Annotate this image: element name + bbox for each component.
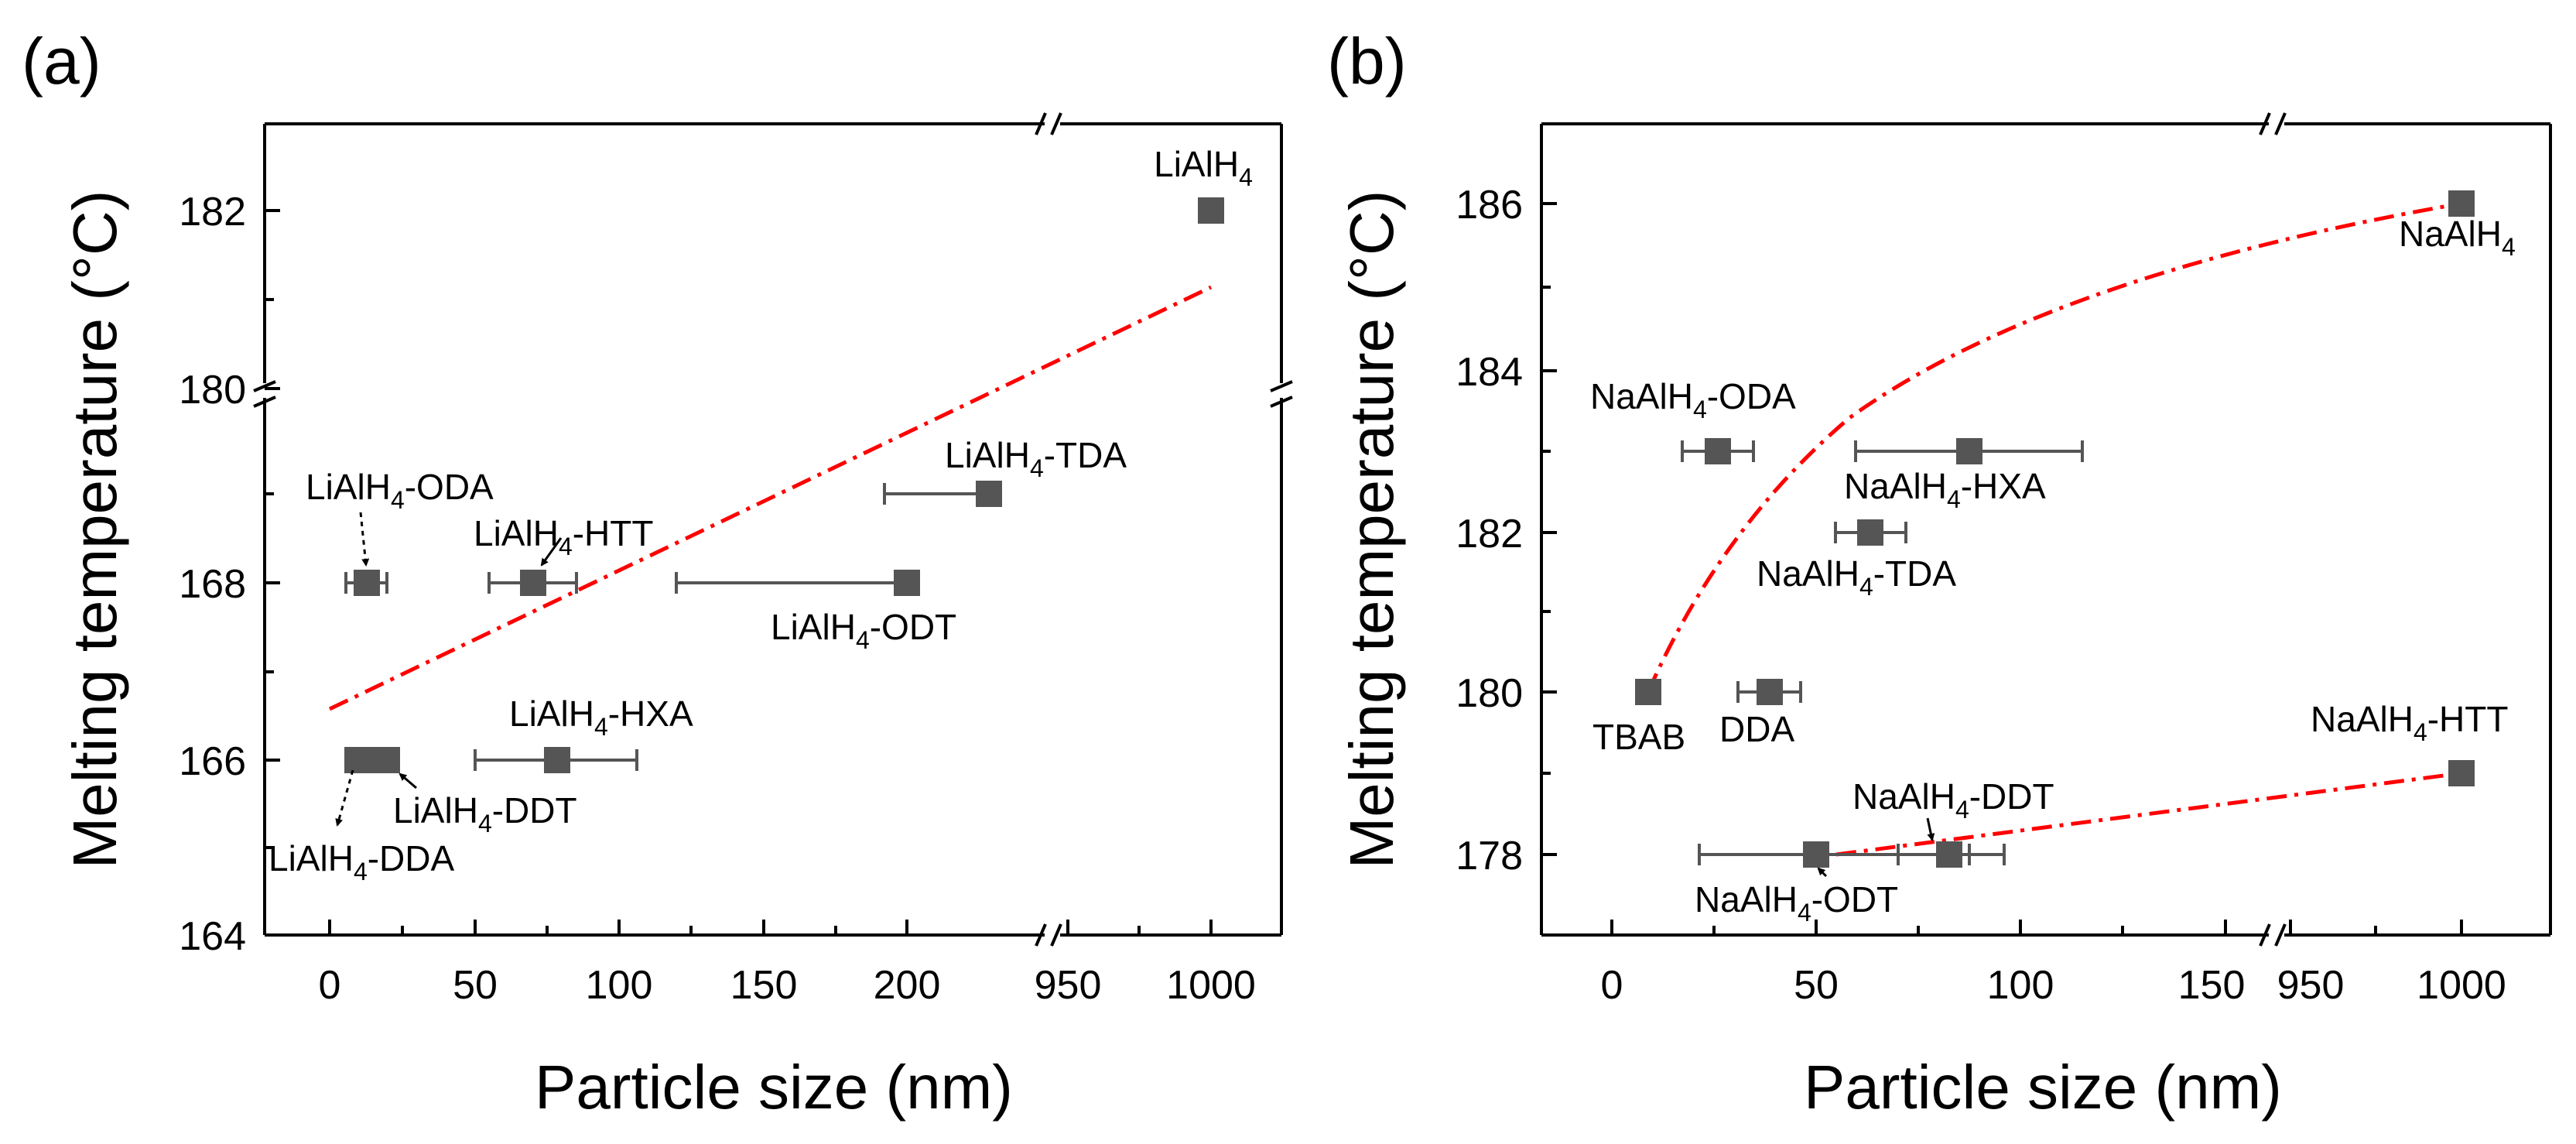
point-label-lialh4-tda: LiAlH4-TDA [945,435,1127,482]
point-label-lialh4-oda: LiAlH4-ODA [306,467,494,514]
ytick-label: 168 [179,562,246,607]
point-label-lialh4-dda: LiAlH4-DDA [269,838,454,885]
marker-lialh4-tda [976,481,1002,507]
point-label-dda: DDA [1719,709,1794,749]
panel-b-fit-curve-upper [1646,201,2462,694]
panel-a-point-labels: LiAlH4 LiAlH4-TDA LiAlH4-ODA LiAlH4-HTT … [269,144,1253,885]
marker-dda [1757,679,1783,705]
ytick-label: 180 [179,368,246,413]
marker-naalh4-htt [2448,760,2475,786]
xtick-label: 1000 [2417,963,2506,1008]
xtick-label: 0 [319,963,341,1008]
marker-naalh4-oda [1705,438,1731,464]
panel-b-fit-line-lower [1835,771,2462,857]
marker-naalh4-ddt [1936,841,1962,868]
point-label-naalh4-odt: NaAlH4-ODT [1695,879,1898,927]
panel-a-fit-line [328,285,1213,711]
panel-b-xaxis-title: Particle size (nm) [1804,1053,2282,1122]
point-label-naalh4-tda: NaAlH4-TDA [1757,553,1956,601]
marker-lialh4-odt [894,570,920,596]
marker-lialh4-htt [520,570,546,596]
marker-lialh4-ddt [374,747,400,773]
panel-b-letter: (b) [1327,25,1407,98]
xtick-label: 100 [586,963,653,1008]
arrow-ddt [1926,817,1935,841]
marker-naalh4-tda [1857,519,1883,546]
ytick-label: 164 [179,914,246,959]
panel-b-frame [1540,122,2552,937]
marker-lialh4-hxa [544,747,570,773]
errorbar-lialh4-odt [675,572,907,594]
marker-lialh4 [1198,197,1224,224]
xtick-label: 950 [1035,963,1102,1008]
xtick-label: 150 [730,963,798,1008]
xtick-label: 950 [2277,963,2345,1008]
point-label-lialh4-hxa: LiAlH4-HXA [509,694,693,741]
panel-b-axis-breaks [2259,112,2287,947]
ytick-label: 182 [1456,512,1523,557]
panel-b-ticks [1541,202,2463,935]
arrow-ddt [399,772,417,789]
point-label-naalh4-hxa: NaAlH4-HXA [1844,466,2046,513]
panel-b-yaxis-title: Melting temperature (°C) [1337,190,1406,869]
point-label-naalh4-oda: NaAlH4-ODA [1590,376,1796,423]
point-label-lialh4-ddt: LiAlH4-DDT [393,790,577,837]
marker-naalh4-hxa [1956,438,1982,464]
panel-a-xtick-labels: 0 50 100 150 200 950 1000 [319,963,1256,1008]
arrow-odt [1817,867,1828,878]
point-label-lialh4-odt: LiAlH4-ODT [771,607,956,654]
xtick-label: 150 [2178,963,2246,1008]
panel-a-frame [263,122,1283,937]
point-label-lialh4-htt: LiAlH4-HTT [474,513,653,560]
panel-a-ticks [265,209,1213,935]
xtick-label: 50 [1794,963,1839,1008]
marker-tbab [1635,679,1661,705]
ytick-label: 166 [179,739,246,784]
panel-a-yaxis-title: Melting temperature (°C) [60,190,129,869]
xtick-label: 200 [874,963,941,1008]
xtick-label: 0 [1601,963,1623,1008]
ytick-label: 178 [1456,834,1523,879]
xtick-label: 1000 [1166,963,1256,1008]
panel-a-xaxis-title: Particle size (nm) [535,1053,1013,1122]
ytick-label: 186 [1456,183,1523,228]
panel-a-axis-breaks [253,112,1293,947]
ytick-label: 180 [1456,671,1523,716]
panel-b-point-labels: NaAlH4 NaAlH4-ODA NaAlH4-HXA NaAlH4-TDA … [1590,214,2516,927]
point-label-naalh4-htt: NaAlH4-HTT [2311,699,2508,746]
point-label-naalh4: NaAlH4 [2399,214,2516,261]
panel-a-letter: (a) [22,25,101,98]
panel-b-xtick-labels: 0 50 100 150 950 1000 [1601,963,2506,1008]
panel-b: (b) [1327,25,2552,1122]
panel-a-ytick-labels: 182 180 168 166 164 [179,190,246,959]
panel-a: (a) [22,25,1293,1122]
panel-b-ytick-labels: 186 184 182 180 178 [1456,183,1523,879]
point-label-naalh4-ddt: NaAlH4-DDT [1852,776,2054,824]
marker-naalh4-odt [1803,841,1829,868]
marker-lialh4-oda [354,570,380,596]
ytick-label: 182 [179,190,246,235]
arrow-htt [540,537,563,567]
marker-naalh4 [2448,190,2475,217]
xtick-label: 50 [453,963,498,1008]
ytick-label: 184 [1456,350,1523,395]
xtick-label: 100 [1987,963,2054,1008]
point-label-lialh4: LiAlH4 [1154,144,1253,191]
point-label-tbab: TBAB [1592,717,1685,757]
errorbar-lialh4-tda [883,483,989,505]
arrow-dda [335,769,354,827]
arrow-oda [359,512,370,567]
